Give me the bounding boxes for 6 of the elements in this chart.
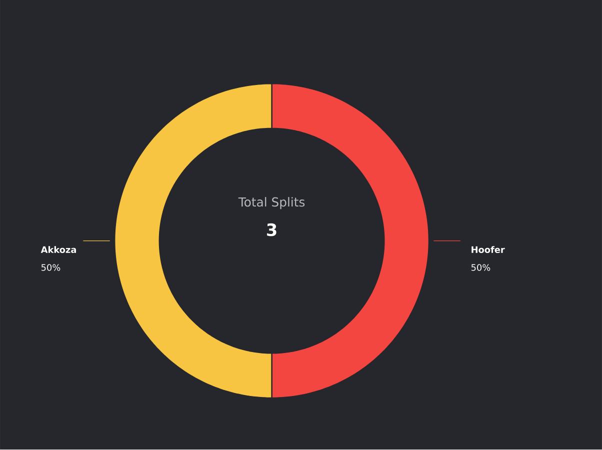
- slice-label: Hoofer: [472, 246, 505, 254]
- data-label: 50%: [41, 264, 60, 271]
- text: 3: [267, 224, 276, 236]
- data-label: 50%: [471, 264, 490, 271]
- text: Total Splits: [238, 197, 305, 210]
- slice-label: Akkoza: [40, 246, 76, 254]
